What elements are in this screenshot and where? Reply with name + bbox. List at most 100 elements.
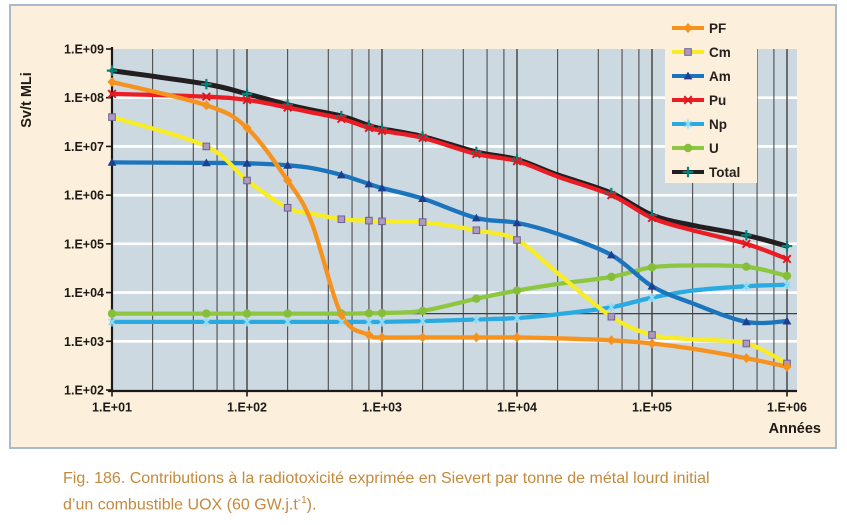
caption-line-2: d’un combustible UOX (60 GW.j.t — [63, 496, 298, 514]
tick-labels: 1.E+09 1.E+08 1.E+07 1.E+06 1.E+05 1.E+04 1.E+… — [64, 43, 807, 415]
marker-square — [742, 339, 751, 348]
x-tick-label: 1.E+01 — [92, 401, 132, 415]
marker-x — [606, 190, 616, 200]
marker-square — [283, 203, 292, 212]
marker-diamond — [377, 332, 387, 343]
marker-circle — [283, 309, 292, 318]
legend-item-U: U — [672, 141, 719, 156]
marker-x — [201, 92, 211, 102]
marker-x — [512, 156, 522, 166]
marker-plus — [201, 78, 212, 90]
marker-asterisk — [364, 317, 373, 327]
marker-triangle — [242, 158, 252, 167]
marker-triangle — [647, 281, 657, 290]
marker-plus — [606, 187, 617, 199]
marker-triangle — [741, 317, 751, 326]
marker-x — [107, 89, 117, 99]
legend-item-Np: Np — [672, 117, 727, 132]
marker-triangle — [364, 179, 374, 188]
x-tick-label: 1.E+03 — [362, 401, 402, 415]
y-tick-label: 1.E+04 — [64, 286, 104, 300]
marker-diamond — [683, 23, 693, 33]
marker-asterisk — [377, 317, 387, 327]
marker-triangle — [377, 183, 387, 192]
legend-item-Total: Total — [672, 165, 740, 180]
legend: PF Cm Am Pu Np U Total — [665, 12, 757, 183]
marker-triangle — [782, 316, 792, 325]
marker-plus — [511, 154, 523, 165]
marker-triangle — [418, 194, 428, 202]
marker-triangle — [606, 250, 616, 259]
marker-square — [365, 216, 373, 225]
marker-square — [472, 226, 481, 235]
marker-diamond — [364, 329, 374, 340]
marker-diamond — [741, 353, 751, 364]
marker-circle — [107, 309, 117, 318]
marker-circle — [242, 309, 252, 318]
marker-x — [683, 95, 693, 105]
y-tick-label: 1.E+02 — [64, 383, 104, 397]
marker-circle — [418, 306, 427, 316]
marker-circle — [683, 143, 693, 153]
legend-label-Pu: Pu — [709, 93, 726, 108]
marker-square — [243, 176, 251, 185]
x-tick-label: 1.E+06 — [767, 401, 807, 415]
marker-x — [647, 213, 657, 223]
marker-asterisk — [683, 119, 693, 129]
marker-asterisk — [202, 317, 211, 327]
caption-line-2-end: ). — [306, 496, 317, 514]
legend-label-Total: Total — [709, 165, 740, 180]
marker-square — [337, 215, 346, 224]
marker-square — [108, 113, 116, 121]
marker-circle — [742, 262, 751, 271]
x-tick-label: 1.E+05 — [632, 401, 672, 415]
marker-diamond — [606, 335, 616, 346]
series-line-PF — [109, 79, 790, 369]
marker-plus — [241, 88, 253, 100]
marker-circle — [512, 286, 522, 295]
marker-asterisk — [742, 281, 751, 291]
marker-diamond — [512, 332, 522, 343]
marker-square — [513, 236, 521, 244]
y-tick-label: 1.E+07 — [64, 140, 104, 154]
marker-x — [741, 239, 751, 249]
marker-circle — [472, 294, 481, 303]
legend-label-Am: Am — [709, 69, 731, 84]
y-tick-label: 1.E+03 — [64, 335, 104, 349]
marker-diamond — [471, 332, 481, 343]
y-tick-label: 1.E+05 — [64, 237, 104, 251]
marker-diamond — [782, 361, 792, 372]
legend-item-Pu: Pu — [672, 93, 726, 108]
marker-diamond — [647, 338, 657, 349]
marker-x — [471, 149, 481, 159]
marker-circle — [377, 308, 387, 318]
marker-asterisk — [107, 317, 117, 327]
marker-triangle — [336, 170, 346, 179]
marker-square — [378, 217, 386, 226]
series-markers — [106, 65, 793, 372]
marker-diamond — [107, 77, 117, 88]
marker-triangle — [283, 160, 293, 169]
marker-plus — [417, 131, 428, 142]
marker-x — [242, 95, 252, 105]
y-axis-title: Sv/t MLi — [19, 72, 35, 128]
marker-diamond — [283, 175, 293, 186]
marker-asterisk — [472, 314, 481, 325]
marker-circle — [364, 309, 374, 318]
marker-square — [684, 48, 692, 56]
marker-circle — [202, 309, 211, 318]
marker-plus — [781, 240, 793, 252]
marker-circle — [782, 271, 792, 281]
marker-diamond — [201, 100, 211, 111]
marker-asterisk — [607, 302, 616, 312]
marker-plus — [376, 123, 388, 135]
marker-plus — [471, 146, 482, 158]
marker-asterisk — [418, 316, 427, 326]
marker-triangle — [683, 71, 693, 80]
marker-triangle — [512, 218, 522, 227]
marker-asterisk — [782, 280, 792, 290]
marker-plus — [682, 166, 694, 178]
marker-x — [418, 133, 428, 143]
